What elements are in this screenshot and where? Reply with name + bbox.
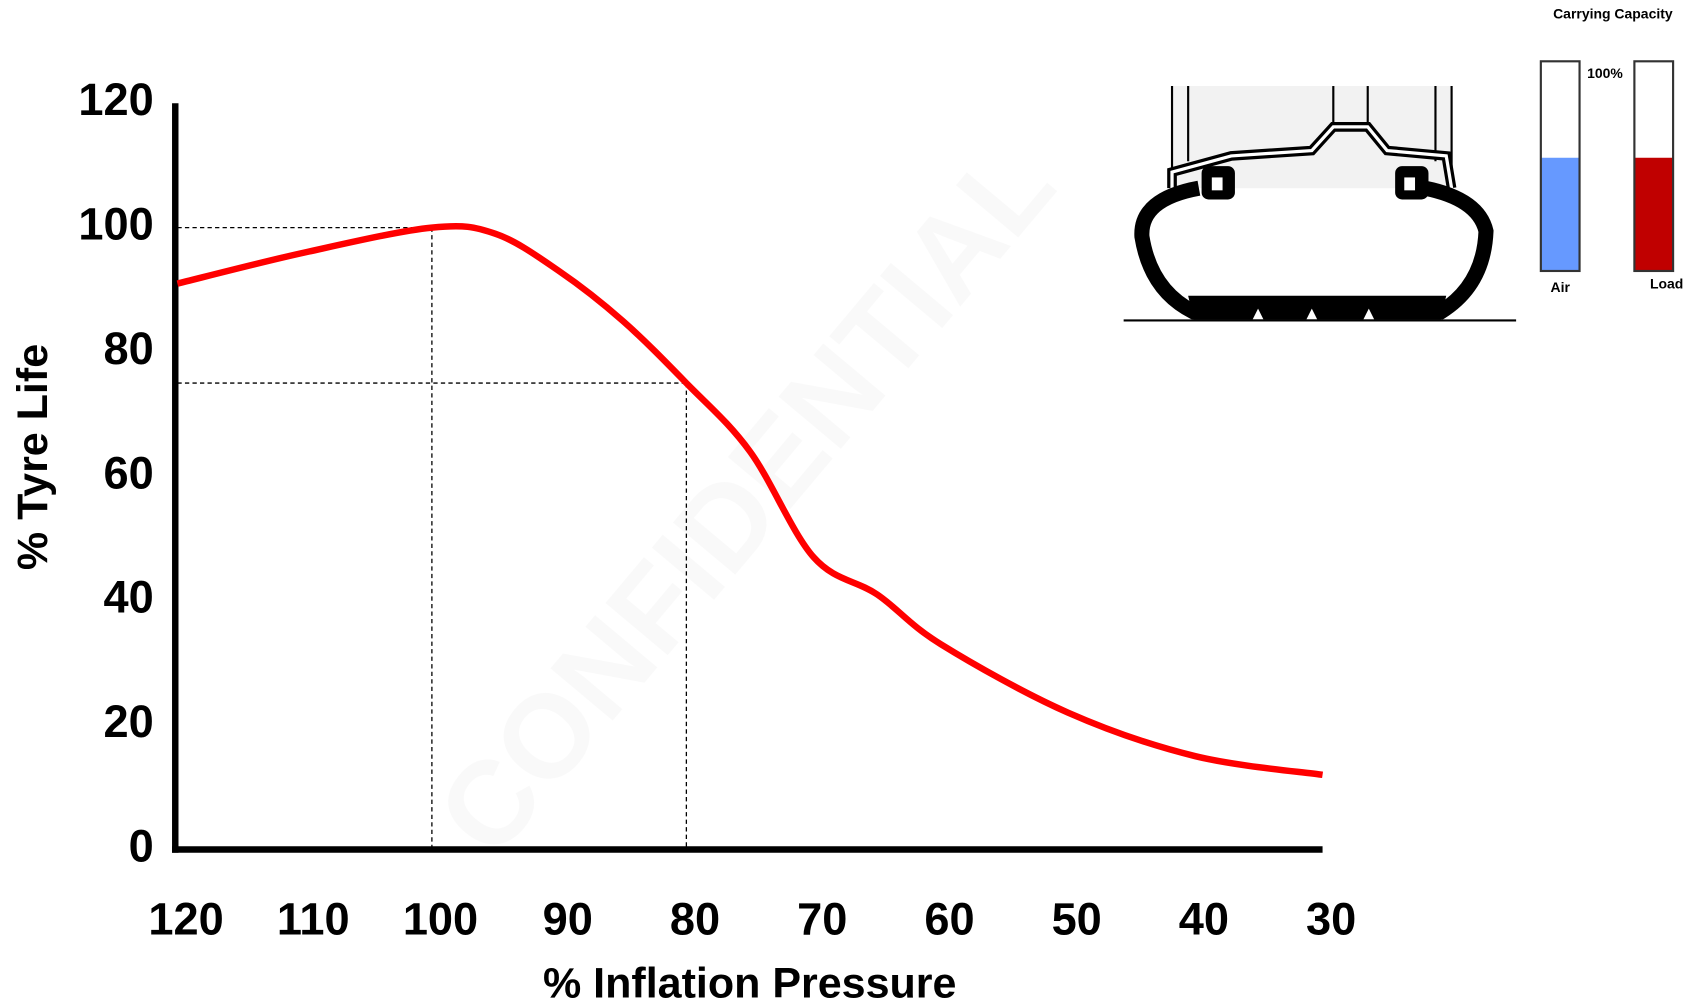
inset-scale-label: 100%: [1587, 65, 1623, 81]
y-tick-label: 0: [129, 820, 154, 871]
x-tick-label: 50: [1052, 894, 1102, 945]
x-tick-label: 100: [403, 894, 478, 945]
x-axis-title: % Inflation Pressure: [543, 959, 956, 1007]
y-tick-label: 60: [104, 447, 154, 498]
gauge-fill: [1541, 158, 1580, 271]
y-tick-label: 100: [78, 199, 153, 250]
y-axis-title: % Tyre Life: [9, 344, 57, 570]
x-tick-label: 40: [1179, 894, 1229, 945]
x-tick-label: 80: [670, 894, 720, 945]
x-tick-label: 90: [543, 894, 593, 945]
y-tick-label: 120: [78, 74, 153, 125]
y-tick-label: 80: [104, 323, 154, 374]
x-tick-label: 60: [924, 894, 974, 945]
gauge-label: Load: [1650, 276, 1683, 292]
gauge-label: Air: [1550, 279, 1570, 295]
gauge-fill: [1634, 158, 1673, 271]
y-tick-label: 20: [104, 696, 154, 747]
inset-title: Carrying Capacity: [1553, 6, 1673, 22]
x-tick-label: 120: [148, 894, 223, 945]
x-tick-label: 30: [1306, 894, 1356, 945]
tyre-illustration: [1124, 86, 1516, 320]
x-tick-label: 110: [277, 894, 350, 945]
x-tick-label: 70: [797, 894, 847, 945]
y-tick-label: 40: [104, 572, 154, 623]
page: {"chart_data": { "type": "line", "x_labe…: [0, 0, 1686, 1007]
chart: CONFIDENTIAL Carrying Capacity 100% % In…: [0, 0, 1686, 1007]
watermark: CONFIDENTIAL: [412, 120, 1079, 879]
